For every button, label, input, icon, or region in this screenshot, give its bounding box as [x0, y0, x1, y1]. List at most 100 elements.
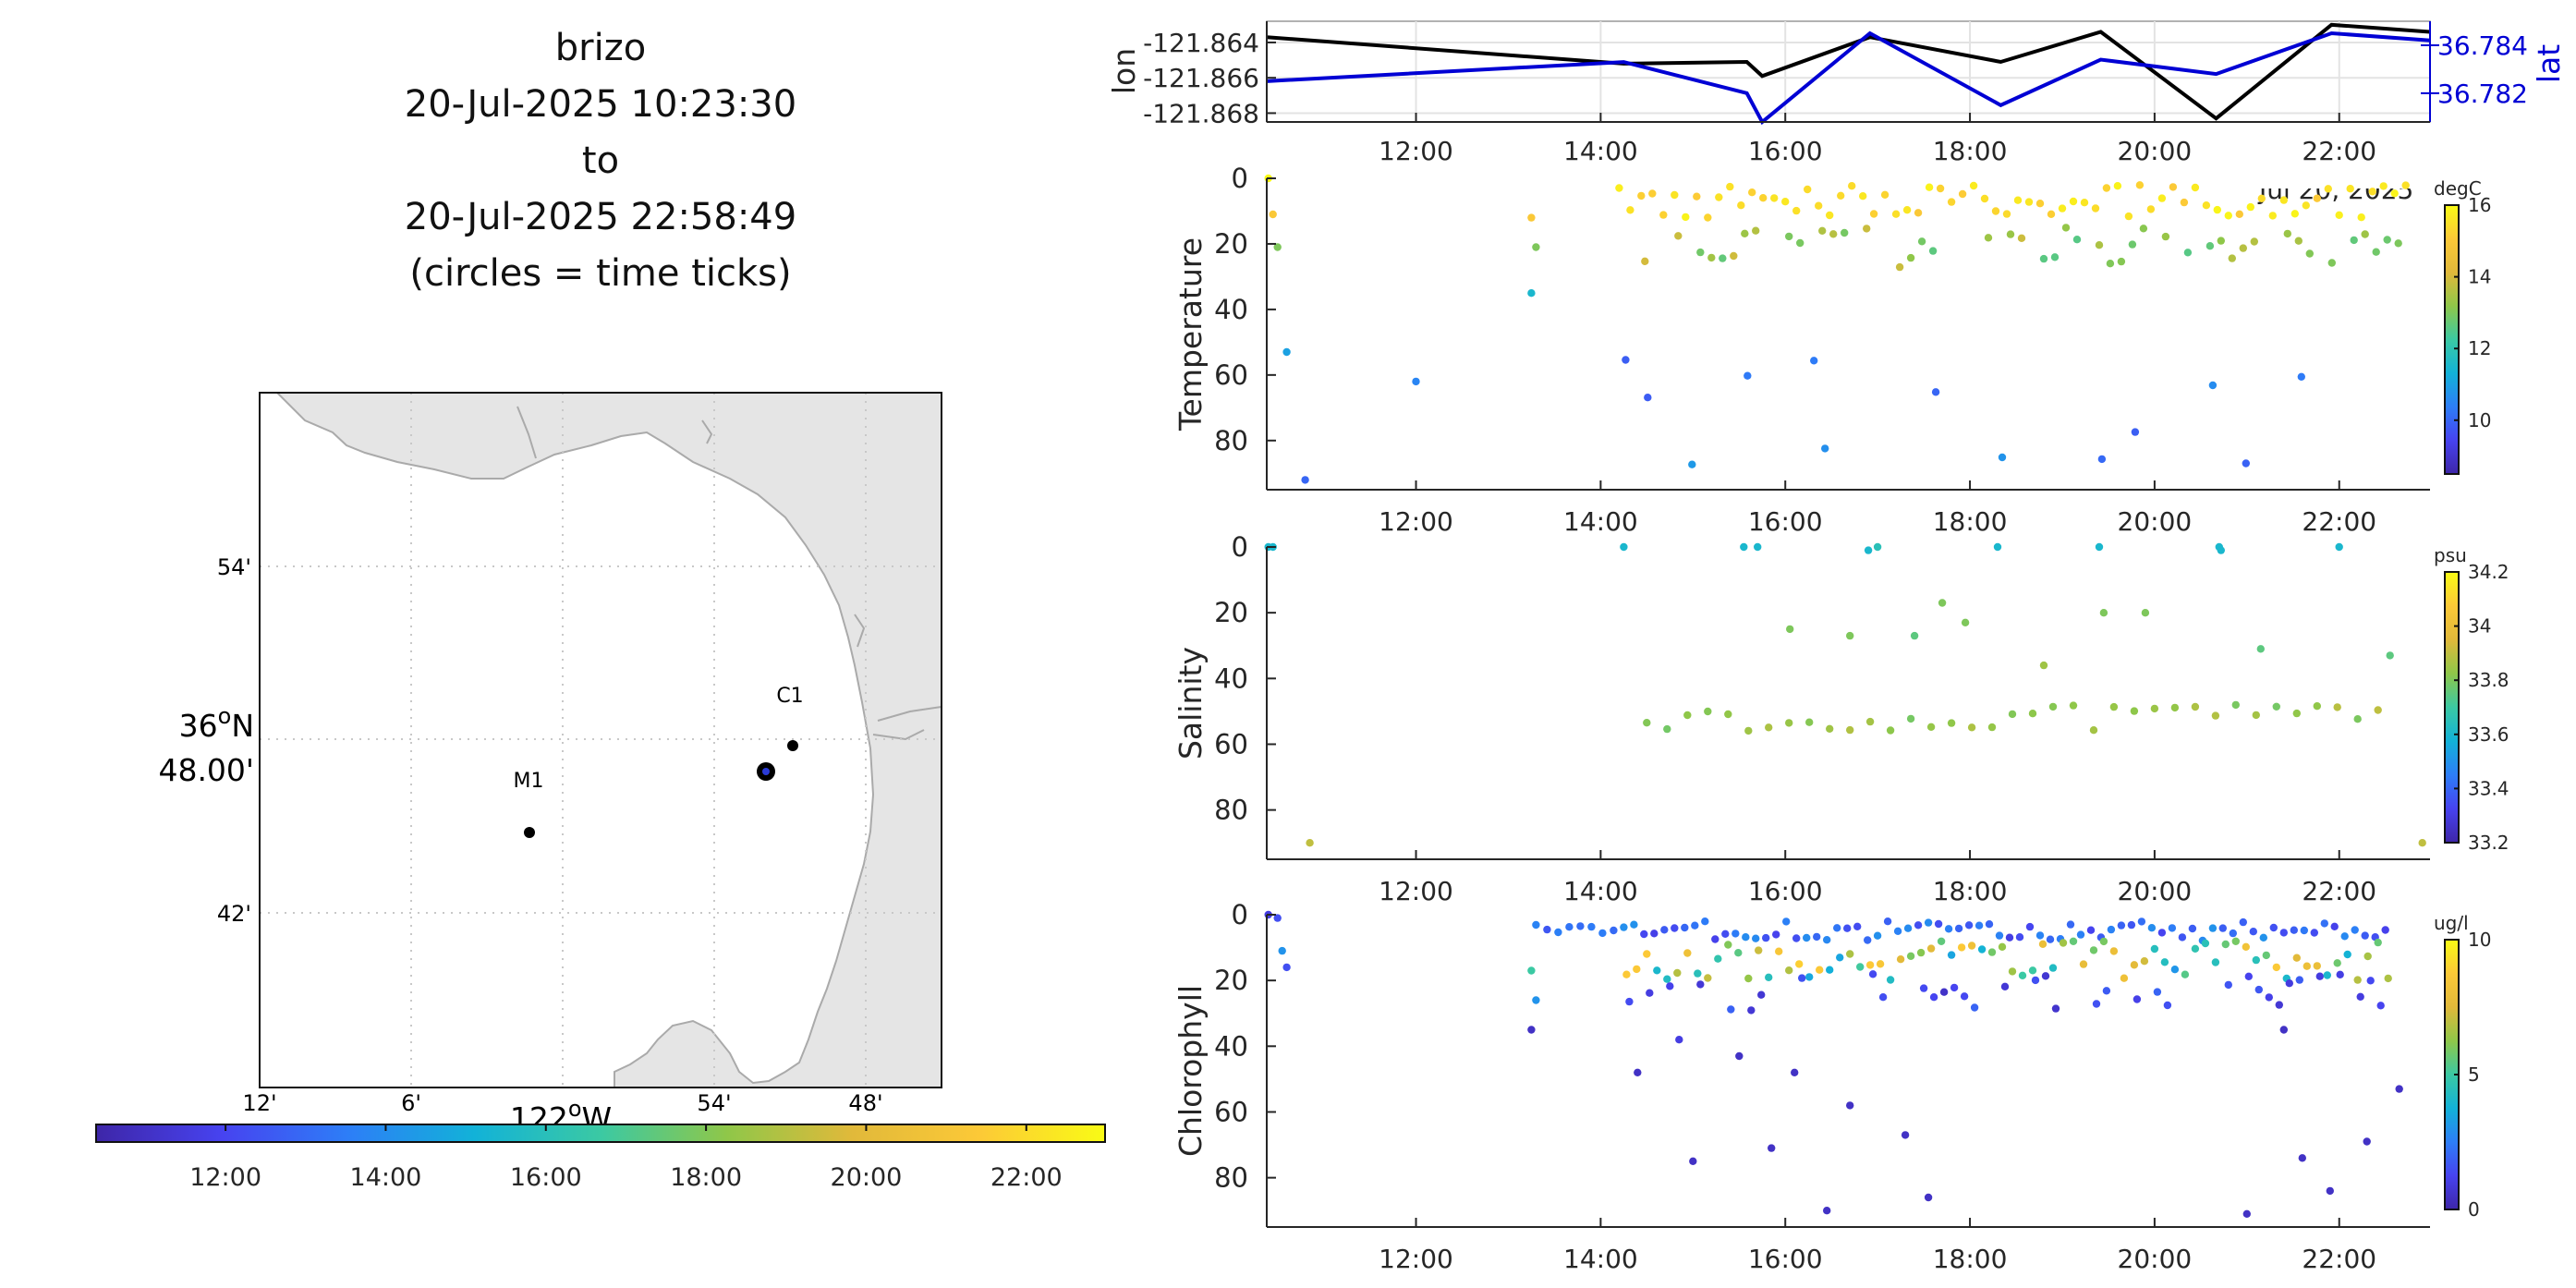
- chl-point: [2259, 933, 2267, 942]
- sal-point: [2374, 706, 2382, 714]
- position-x-tick-label: 20:00: [2118, 136, 2193, 166]
- temp-point: [1696, 248, 1705, 257]
- sal-y-tick-label: 0: [1232, 531, 1248, 563]
- chl-point: [1939, 988, 1949, 996]
- chl-point: [1704, 974, 1712, 982]
- chl-point: [2140, 957, 2149, 966]
- chl-point: [2249, 928, 2257, 936]
- chl-point: [1876, 960, 1885, 968]
- temp-point: [1641, 257, 1649, 265]
- sal-colorbar-tick-label: 33.8: [2468, 669, 2509, 691]
- chl-point: [2384, 974, 2392, 983]
- sal-point: [2191, 702, 2200, 711]
- chl-point: [2326, 1186, 2334, 1196]
- chl-point: [1878, 993, 1888, 1002]
- chl-point: [2109, 947, 2119, 955]
- temp-point: [1928, 247, 1938, 255]
- chl-point: [1650, 930, 1659, 938]
- temp-point: [2297, 372, 2305, 381]
- map-lat-tick-42: 42': [217, 901, 251, 927]
- sal-colorbar-tick-label: 33.6: [2468, 723, 2509, 746]
- temp-point: [2124, 212, 2133, 221]
- sal-points: [1264, 542, 2426, 847]
- chl-point: [2018, 971, 2027, 980]
- chl-point: [2170, 966, 2180, 974]
- chl-point: [1576, 922, 1585, 930]
- sal-x-tick-label: 12:00: [1379, 876, 1453, 906]
- chl-point: [2038, 940, 2047, 948]
- map-panel: 54' 42' 36oN 48.00' 12' 6' 54' 48' 122oW…: [158, 392, 942, 1136]
- chl-point: [2224, 980, 2232, 990]
- temp-x-tick-label: 16:00: [1748, 506, 1823, 537]
- chl-point: [2178, 933, 2187, 942]
- chl-point: [2361, 931, 2369, 940]
- chl-x-tick-label: 14:00: [1563, 1244, 1638, 1274]
- chl-point: [2069, 937, 2078, 945]
- position-x-tick-label: 22:00: [2302, 136, 2376, 166]
- sal-colorbar-tick-label: 34.2: [2468, 561, 2509, 583]
- title-vehicle: brizo: [554, 27, 647, 69]
- chl-point: [2221, 940, 2230, 949]
- temp-colorbar-unit: degC: [2434, 177, 2482, 200]
- temp-point: [1693, 192, 1701, 200]
- temp-point: [2390, 189, 2399, 198]
- temp-point: [1730, 251, 1738, 261]
- chl-point: [1883, 917, 1892, 926]
- temp-y-tick-label: 20: [1214, 228, 1248, 260]
- chl-colorbar-unit: ug/l: [2434, 912, 2469, 934]
- temp-point: [2205, 242, 2215, 250]
- chl-point: [1643, 950, 1651, 958]
- chl-point: [1893, 927, 1902, 935]
- temp-point: [2191, 183, 2200, 192]
- chl-point: [1565, 923, 1574, 931]
- temp-point: [2335, 211, 2343, 219]
- chl-point: [1653, 966, 1661, 975]
- sal-point: [2008, 710, 2017, 719]
- chl-point: [2272, 963, 2280, 972]
- chl-point: [2132, 995, 2142, 1003]
- temp-point: [2327, 259, 2336, 267]
- chl-point: [1724, 941, 1732, 949]
- chl-point: [1947, 951, 1956, 959]
- temp-point: [1282, 347, 1291, 357]
- chl-point: [1282, 963, 1291, 972]
- position-x-tick-label: 18:00: [1933, 136, 2008, 166]
- chl-point: [1721, 930, 1730, 938]
- chl-point: [1683, 949, 1692, 957]
- chl-point: [2262, 951, 2270, 960]
- chl-point: [2168, 924, 2177, 932]
- sal-point: [1906, 714, 1915, 723]
- position-x-tick-label: 14:00: [1563, 136, 1638, 166]
- temp-point: [1752, 226, 1760, 235]
- chl-point: [1896, 955, 1905, 964]
- chl-point: [1977, 945, 1987, 954]
- chl-point: [2181, 970, 2190, 978]
- temp-point: [2006, 230, 2015, 238]
- sal-point: [1947, 719, 1956, 727]
- temp-point: [1815, 201, 1823, 210]
- chl-point: [1634, 1068, 1642, 1077]
- position-x-tick-label: 16:00: [1748, 136, 1823, 166]
- temp-point: [1715, 193, 1723, 201]
- chl-point: [1772, 930, 1780, 939]
- chl-point: [1960, 992, 1969, 1001]
- temp-point: [1917, 237, 1926, 246]
- temp-y-tick-label: 0: [1232, 163, 1248, 194]
- temp-point: [2242, 459, 2250, 468]
- temp-point: [2346, 185, 2354, 193]
- chl-point: [2079, 960, 2088, 968]
- chl-point: [1975, 921, 1984, 930]
- chl-point: [1865, 961, 1875, 969]
- sal-point: [2313, 702, 2321, 711]
- temp-point: [2072, 236, 2082, 244]
- sal-point: [2292, 709, 2301, 718]
- chl-point: [1742, 933, 1750, 942]
- sal-point: [1754, 542, 1762, 552]
- chl-point: [1622, 970, 1631, 978]
- time-colorbar-ticks: 12:00 14:00 16:00 18:00 20:00 22:00: [189, 1124, 1063, 1192]
- temp-point: [1648, 189, 1657, 198]
- temp-point: [2113, 182, 2122, 190]
- chl-point: [2363, 952, 2372, 961]
- sal-colorbar-unit: psu: [2434, 544, 2467, 566]
- chl-point: [1532, 920, 1540, 930]
